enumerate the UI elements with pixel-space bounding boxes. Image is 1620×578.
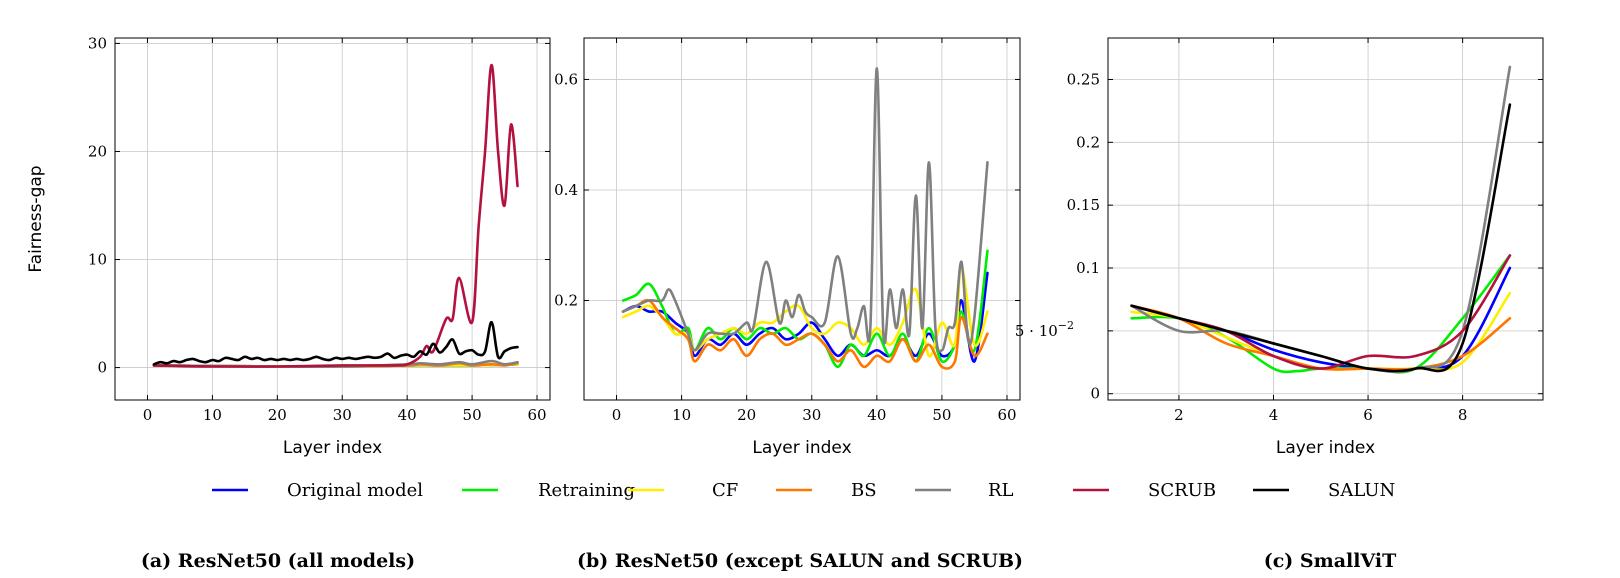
y-tick-label: 0 bbox=[97, 359, 107, 377]
y-tick-exponent: −2 bbox=[1058, 319, 1074, 332]
x-tick-label: 4 bbox=[1269, 406, 1279, 424]
x-tick-label: 50 bbox=[932, 406, 951, 424]
x-tick-label: 10 bbox=[672, 406, 691, 424]
x-tick-label: 60 bbox=[527, 406, 546, 424]
legend-label-cf: CF bbox=[712, 480, 738, 501]
x-tick-label: 8 bbox=[1458, 406, 1468, 424]
caption-a: (a) ResNet50 (all models) bbox=[141, 550, 415, 572]
y-tick-label: 0.4 bbox=[554, 181, 578, 199]
x-tick-label: 30 bbox=[802, 406, 821, 424]
panel-b: 0 10 20 30 40 50 60 0.2 0.4 0.6 Layer index bbox=[554, 37, 1021, 458]
legend-label-original-model: Original model bbox=[287, 480, 423, 501]
x-tick-label: 20 bbox=[737, 406, 756, 424]
grid-a bbox=[115, 38, 550, 400]
legend-label-bs: BS bbox=[851, 480, 877, 501]
x-tick-label: 0 bbox=[612, 406, 622, 424]
x-tick-label: 0 bbox=[143, 406, 153, 424]
y-tick-label: 20 bbox=[88, 142, 107, 160]
series-line-salun bbox=[152, 320, 519, 366]
series-group-c bbox=[1130, 65, 1512, 374]
caption-c: (c) SmallViT bbox=[1264, 550, 1397, 572]
y-tick-label: 0.2 bbox=[554, 292, 578, 310]
panel-c: 2 4 6 8 0 5 · 10−2 0.1 0.15 0.2 0.25 Layer index bbox=[1015, 37, 1544, 458]
series-line-scrub bbox=[152, 63, 519, 368]
x-tick-label: 2 bbox=[1174, 406, 1184, 424]
y-tick-label: 0.6 bbox=[554, 70, 578, 88]
y-axis-label-a: Fairness-gap bbox=[26, 165, 46, 272]
y-tick-label: 5 · 10−2 bbox=[1015, 319, 1074, 340]
series-line-rl bbox=[1130, 65, 1512, 374]
legend-label-scrub: SCRUB bbox=[1148, 480, 1216, 501]
y-tick-label: 0.15 bbox=[1067, 196, 1100, 214]
x-axis-label-b: Layer index bbox=[752, 438, 851, 458]
series-line-bs bbox=[621, 298, 989, 370]
x-tick-label: 6 bbox=[1363, 406, 1373, 424]
y-tick-label: 30 bbox=[88, 34, 107, 52]
x-axis-label-a: Layer index bbox=[283, 438, 382, 458]
x-tick-label: 20 bbox=[268, 406, 287, 424]
y-tick-label: 0.25 bbox=[1067, 70, 1100, 88]
caption-b: (b) ResNet50 (except SALUN and SCRUB) bbox=[577, 550, 1023, 572]
x-axis-label-c: Layer index bbox=[1276, 438, 1375, 458]
axes-frame-a bbox=[114, 37, 551, 401]
x-tick-label: 40 bbox=[398, 406, 417, 424]
legend-label-rl: RL bbox=[988, 480, 1014, 501]
series-line-salun bbox=[1130, 103, 1512, 373]
panel-a: 0 10 20 30 40 50 60 0 10 20 30 Layer index Fairness-… bbox=[26, 34, 551, 458]
legend-label-salun: SALUN bbox=[1328, 480, 1395, 501]
x-tick-label: 60 bbox=[997, 406, 1016, 424]
axes-frame-c bbox=[1107, 37, 1544, 401]
y-tick-label: 0 bbox=[1090, 385, 1100, 403]
y-tick-label: 0.1 bbox=[1076, 259, 1100, 277]
y-tick-label: 10 bbox=[88, 251, 107, 269]
x-tick-label: 50 bbox=[463, 406, 482, 424]
legend-label-retraining: Retraining bbox=[538, 480, 635, 501]
axes-frame-b bbox=[583, 37, 1021, 401]
x-tick-label: 30 bbox=[333, 406, 352, 424]
x-tick-label: 40 bbox=[867, 406, 886, 424]
series-line-bs bbox=[1130, 304, 1512, 371]
series-line-rl bbox=[621, 67, 989, 353]
legend: Original model Retraining CF BS RL SCRUB SALUN bbox=[212, 480, 1395, 501]
series-group-a bbox=[152, 63, 519, 368]
y-tick-label: 0.2 bbox=[1076, 133, 1100, 151]
series-group-b bbox=[621, 67, 989, 370]
x-tick-label: 10 bbox=[203, 406, 222, 424]
